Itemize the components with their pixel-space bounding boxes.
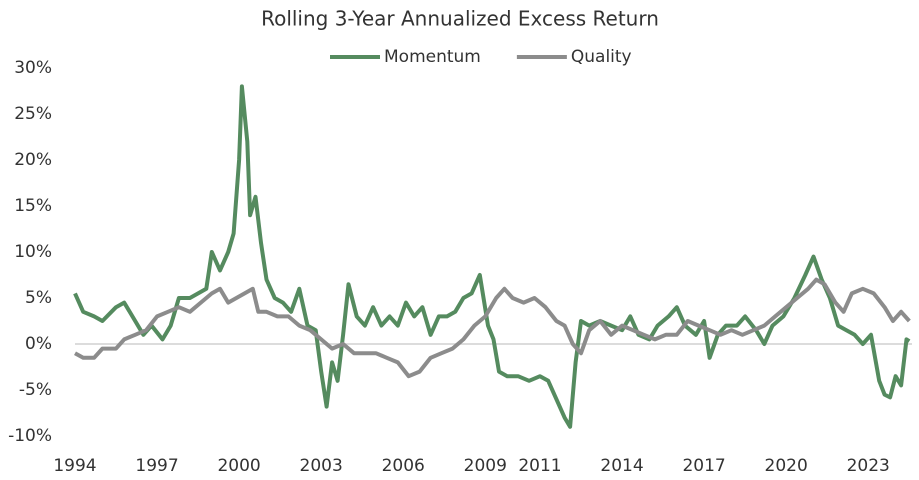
x-tick-label: 2000 xyxy=(217,456,260,476)
chart-title: Rolling 3-Year Annualized Excess Return xyxy=(261,7,659,31)
x-tick-label: 2017 xyxy=(682,456,725,476)
x-tick-label: 2014 xyxy=(600,456,643,476)
x-tick-label: 2003 xyxy=(300,456,343,476)
legend-label: Quality xyxy=(571,47,632,67)
y-tick-label: 0% xyxy=(25,334,52,354)
x-tick-label: 2006 xyxy=(382,456,425,476)
y-tick-label: 15% xyxy=(14,196,52,216)
y-tick-label: 10% xyxy=(14,242,52,262)
y-tick-label: 5% xyxy=(25,288,52,308)
y-tick-label: 30% xyxy=(14,58,52,78)
x-tick-label: 2009 xyxy=(464,456,507,476)
y-tick-label: -10% xyxy=(8,426,52,446)
y-tick-label: 20% xyxy=(14,150,52,170)
x-tick-label: 1994 xyxy=(53,456,96,476)
x-tick-label: 2011 xyxy=(518,456,561,476)
y-tick-label: 25% xyxy=(14,104,52,124)
x-tick-label: 1997 xyxy=(135,456,178,476)
y-tick-label: -5% xyxy=(19,380,52,400)
x-tick-label: 2020 xyxy=(765,456,808,476)
x-tick-label: 2023 xyxy=(847,456,890,476)
legend-label: Momentum xyxy=(384,47,481,67)
series-line xyxy=(74,277,911,379)
series-line xyxy=(73,84,911,429)
